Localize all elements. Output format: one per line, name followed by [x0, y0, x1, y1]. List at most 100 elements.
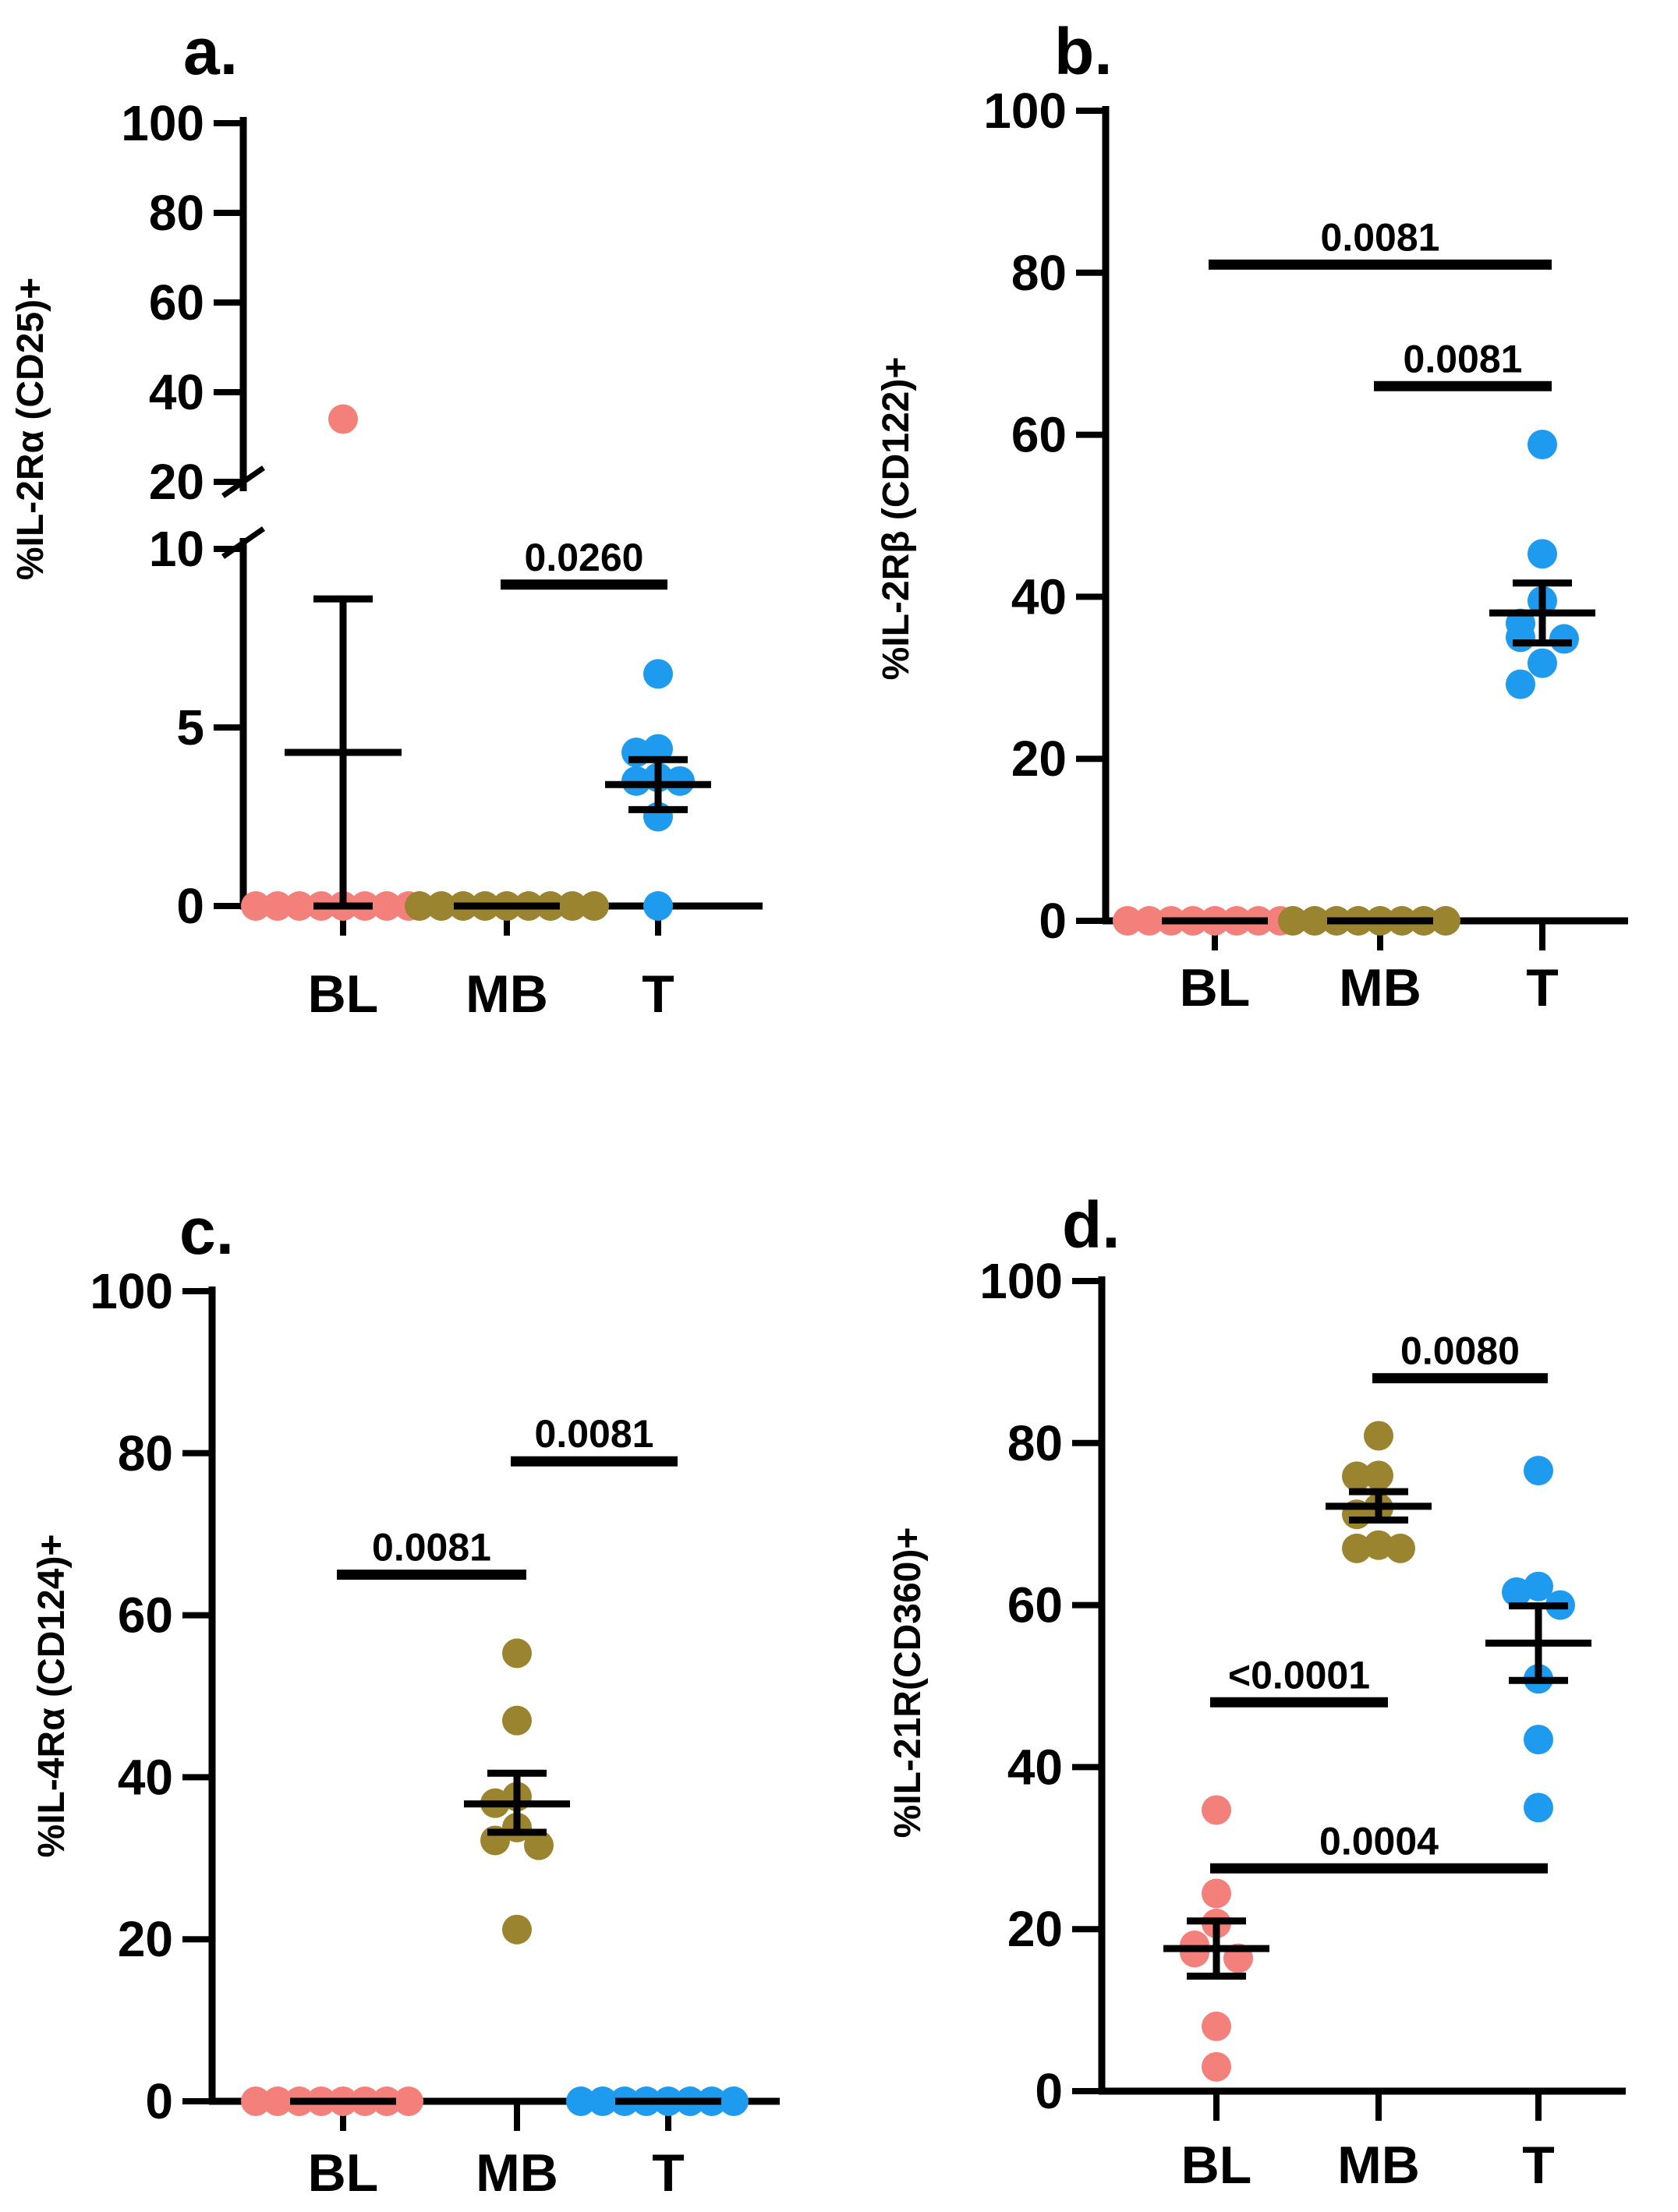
data-point — [1386, 1533, 1415, 1563]
p-value-label: 0.0081 — [1404, 337, 1523, 380]
data-point — [1342, 1461, 1372, 1492]
y-axis-label: %IL-4Rα (CD124)+ — [31, 1534, 73, 1858]
data-point — [502, 1705, 532, 1736]
data-point — [285, 891, 314, 921]
data-point — [263, 891, 292, 921]
panel-label: c. — [179, 1194, 234, 1268]
y-tick-label: 40 — [1007, 1739, 1063, 1795]
p-value-label: 0.0081 — [535, 1412, 654, 1456]
data-point — [1300, 906, 1329, 936]
chart-panel-a: a. %IL-2Rα (CD25)+ 0 5 10 20 40 60 80 100 BL MB T 0.0… — [10, 15, 763, 1024]
data-point — [558, 891, 587, 921]
x-tick-label: MB — [476, 2143, 558, 2203]
x-tick-label: BL — [1181, 2136, 1252, 2195]
data-point — [1135, 906, 1164, 936]
data-point — [1524, 1725, 1553, 1755]
x-tick-label: BL — [1180, 958, 1251, 1018]
data-point — [1506, 622, 1535, 653]
y-tick-label: 60 — [1011, 407, 1067, 463]
p-value-label: 0.0004 — [1319, 1819, 1439, 1863]
data-point — [1364, 1530, 1393, 1560]
data-point — [1528, 648, 1557, 678]
data-point — [1528, 430, 1557, 460]
x-tick-label: T — [642, 964, 674, 1024]
y-tick-label: 60 — [1007, 1577, 1063, 1633]
data-point — [394, 2086, 423, 2116]
chart-panel-c: c. %IL-4Rα (CD124)+ 0 20 40 60 80 100 BL MB T 0.008… — [31, 1194, 780, 2203]
data-point — [1202, 1878, 1231, 1909]
data-point — [1431, 906, 1460, 936]
data-point — [1524, 1793, 1553, 1823]
y-tick-label: 0 — [1035, 2063, 1063, 2119]
data-point — [719, 2086, 749, 2116]
y-tick-label: 20 — [118, 1911, 173, 1967]
data-point — [372, 891, 402, 921]
y-tick-label: 80 — [118, 1425, 173, 1481]
data-point — [621, 766, 651, 796]
y-tick-label: 5 — [176, 699, 204, 756]
y-tick-label: 20 — [1011, 731, 1067, 787]
p-value-label: 0.0081 — [372, 1526, 491, 1570]
data-point — [1502, 1577, 1531, 1607]
data-point — [643, 659, 673, 689]
data-point — [1549, 624, 1579, 654]
chart-panel-d: d. %IL-21R(CD360)+ 0 20 40 60 80 100 BL MB T 0.0080… — [887, 1188, 1626, 2195]
y-tick-label: 40 — [1011, 568, 1067, 625]
y-tick-label: 80 — [1007, 1415, 1063, 1471]
y-tick-label: 0 — [145, 2073, 173, 2129]
p-value-label: 0.0260 — [525, 536, 644, 579]
y-tick-label: 20 — [1007, 1901, 1063, 1957]
y-tick-label: 40 — [118, 1749, 173, 1805]
p-value-label: 0.0080 — [1400, 1329, 1520, 1373]
data-point — [328, 404, 358, 434]
data-point — [1113, 906, 1142, 936]
panel-label: d. — [1062, 1188, 1120, 1262]
data-point — [502, 1914, 532, 1945]
p-value-label: <0.0001 — [1228, 1653, 1370, 1697]
data-point — [1364, 1421, 1393, 1451]
data-point — [1342, 1533, 1372, 1563]
y-tick-label: 60 — [149, 274, 204, 331]
data-point — [1202, 2011, 1231, 2041]
y-axis-label: %IL-2Rβ (CD122)+ — [876, 357, 917, 681]
y-tick-label: 60 — [118, 1587, 173, 1644]
data-point — [588, 2086, 618, 2116]
y-tick-label: 100 — [979, 1253, 1063, 1309]
y-tick-label: 10 — [149, 521, 204, 577]
data-point — [1202, 2051, 1231, 2082]
data-point — [1180, 1938, 1209, 1968]
y-tick-label: 100 — [90, 1263, 173, 1319]
data-point — [1202, 1795, 1231, 1825]
data-point — [1364, 1460, 1393, 1491]
y-tick-label: 80 — [149, 185, 204, 241]
y-tick-label: 100 — [121, 95, 204, 151]
y-tick-label: 40 — [149, 364, 204, 420]
y-tick-label: 20 — [149, 454, 204, 510]
x-tick-label: MB — [1337, 2136, 1420, 2195]
x-tick-label: MB — [1339, 958, 1421, 1018]
x-tick-label: BL — [308, 964, 379, 1024]
data-point — [1524, 1456, 1553, 1486]
x-tick-label: T — [1522, 2136, 1555, 2195]
x-tick-label: T — [652, 2143, 685, 2203]
data-point — [1506, 669, 1535, 699]
x-tick-label: T — [1526, 958, 1559, 1018]
x-tick-label: BL — [308, 2143, 379, 2203]
y-tick-label: 100 — [983, 83, 1067, 139]
chart-panel-b: b. %IL-2Rβ (CD122)+ 0 20 40 60 80 100 BL MB T 0.008… — [876, 15, 1628, 1018]
y-tick-label: 80 — [1011, 245, 1067, 301]
data-point — [1528, 539, 1557, 569]
data-point — [665, 766, 695, 796]
data-point — [643, 891, 673, 921]
data-point — [502, 1638, 532, 1669]
p-value-label: 0.0081 — [1321, 215, 1440, 259]
data-point — [263, 2086, 292, 2116]
data-point — [579, 891, 609, 921]
y-tick-label: 0 — [1039, 893, 1067, 949]
data-point — [427, 891, 456, 921]
panel-label: a. — [183, 15, 238, 88]
y-axis-label: %IL-21R(CD360)+ — [887, 1527, 929, 1839]
data-point — [1278, 906, 1308, 936]
y-tick-label: 0 — [176, 878, 204, 934]
